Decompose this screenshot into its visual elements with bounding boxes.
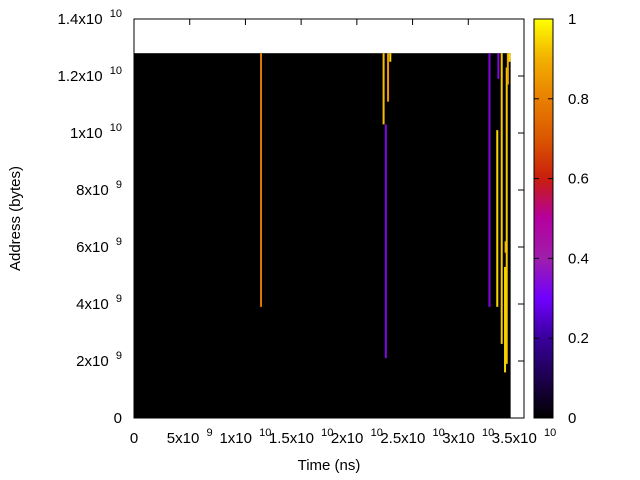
- y-axis-label: Address (bytes): [7, 166, 24, 271]
- x-tick-label-5: 2.5x10 10: [380, 427, 444, 447]
- x-tick-label-7: 3.5x10 10: [492, 427, 556, 447]
- y-tick-label-4-exponent: 9: [116, 179, 122, 191]
- x-tick-label-4-base: 2x10: [331, 430, 364, 447]
- heatmap-streak-5: [488, 53, 491, 307]
- x-tick-label-1: 5x10 9: [167, 427, 213, 447]
- colorbar-tick-label-3: 0.6: [568, 171, 589, 188]
- y-tick-label-7-base: 1.4x10: [58, 11, 103, 28]
- y-tick-label-4: 8x10 9: [76, 179, 122, 199]
- x-tick-label-4-exponent: 10: [371, 427, 383, 439]
- y-tick-label-1-exponent: 9: [116, 350, 122, 362]
- y-tick-label-6-base: 1.2x10: [58, 68, 103, 85]
- y-tick-label-0: 0: [114, 410, 122, 427]
- heatmap-streak-7: [497, 53, 500, 79]
- y-tick-label-4-base: 8x10: [76, 182, 109, 199]
- y-tick-label-1-base: 2x10: [76, 353, 109, 370]
- x-tick-label-6-base: 3x10: [442, 430, 475, 447]
- x-axis-label: Time (ns): [298, 457, 361, 474]
- y-tick-label-5-exponent: 10: [110, 122, 122, 134]
- x-tick-label-6: 3x10 10: [442, 427, 494, 447]
- x-tick-label-2-exponent: 10: [259, 427, 271, 439]
- heatmap-streak-10: [504, 241, 507, 253]
- y-tick-label-6-exponent: 10: [110, 65, 122, 77]
- heatmap-background: [134, 53, 511, 418]
- x-tick-label-4: 2x10 10: [331, 427, 383, 447]
- x-tick-label-1-exponent: 9: [207, 427, 213, 439]
- colorbar: [533, 18, 554, 419]
- y-tick-label-3: 6x10 9: [76, 236, 122, 256]
- colorbar-tick-label-2: 0.4: [568, 250, 589, 267]
- y-tick-label-1: 2x10 9: [76, 350, 122, 370]
- x-tick-label-5-exponent: 10: [433, 427, 445, 439]
- x-tick-label-2-base: 1x10: [219, 430, 252, 447]
- heatmap-streak-3: [387, 53, 390, 102]
- y-tick-label-5-base: 1x10: [70, 125, 103, 142]
- y-tick-label-3-exponent: 9: [116, 236, 122, 248]
- x-tick-label-6-exponent: 10: [482, 427, 494, 439]
- heatmap-streak-2: [384, 124, 387, 359]
- y-tick-label-5: 1x10 10: [70, 122, 122, 142]
- colorbar-tick-label-0: 0: [568, 410, 576, 427]
- heatmap-streak-13: [508, 53, 511, 62]
- x-tick-label-3-exponent: 10: [321, 427, 333, 439]
- y-tick-label-0-base: 0: [114, 410, 122, 427]
- colorbar-tick-label-5: 1: [568, 11, 576, 28]
- heatmap-streak-0: [260, 53, 263, 307]
- heatmap-streak-8: [500, 53, 503, 344]
- x-tick-label-7-base: 3.5x10: [492, 430, 537, 447]
- heatmap-streak-1: [382, 53, 385, 125]
- y-tick-label-2-base: 4x10: [76, 296, 109, 313]
- x-tick-label-7-exponent: 10: [544, 427, 556, 439]
- y-tick-label-7-exponent: 10: [110, 8, 122, 20]
- y-tick-label-2: 4x10 9: [76, 293, 122, 313]
- x-tick-label-1-base: 5x10: [167, 430, 200, 447]
- heatmap-streak-9: [504, 266, 507, 373]
- heatmap-streak-4: [389, 53, 392, 62]
- x-tick-label-0-base: 0: [130, 430, 138, 447]
- heatmap-streak-12: [506, 53, 509, 85]
- x-tick-label-3-base: 1.5x10: [269, 430, 314, 447]
- colorbar-ticks: 0 0.2 0.4 0.6 0.8 1: [534, 11, 589, 427]
- colorbar-tick-label-1: 0.2: [568, 330, 589, 347]
- heatmap-streak-11: [505, 67, 508, 364]
- x-tick-label-0: 0: [130, 430, 138, 447]
- colorbar-tick-label-4: 0.8: [568, 91, 589, 108]
- heatmap-streak-6: [496, 130, 499, 307]
- plot-frame: [133, 18, 525, 419]
- x-tick-label-3: 1.5x10 10: [269, 427, 333, 447]
- x-tick-label-5-base: 2.5x10: [380, 430, 425, 447]
- y-tick-label-6: 1.2x10 10: [58, 65, 122, 85]
- y-tick-label-2-exponent: 9: [116, 293, 122, 305]
- heatmap-streaks: [260, 53, 511, 373]
- x-tick-label-2: 1x10 10: [219, 427, 271, 447]
- plot-area: [134, 53, 511, 418]
- y-tick-label-3-base: 6x10: [76, 239, 109, 256]
- y-tick-label-7: 1.4x10 10: [58, 8, 122, 28]
